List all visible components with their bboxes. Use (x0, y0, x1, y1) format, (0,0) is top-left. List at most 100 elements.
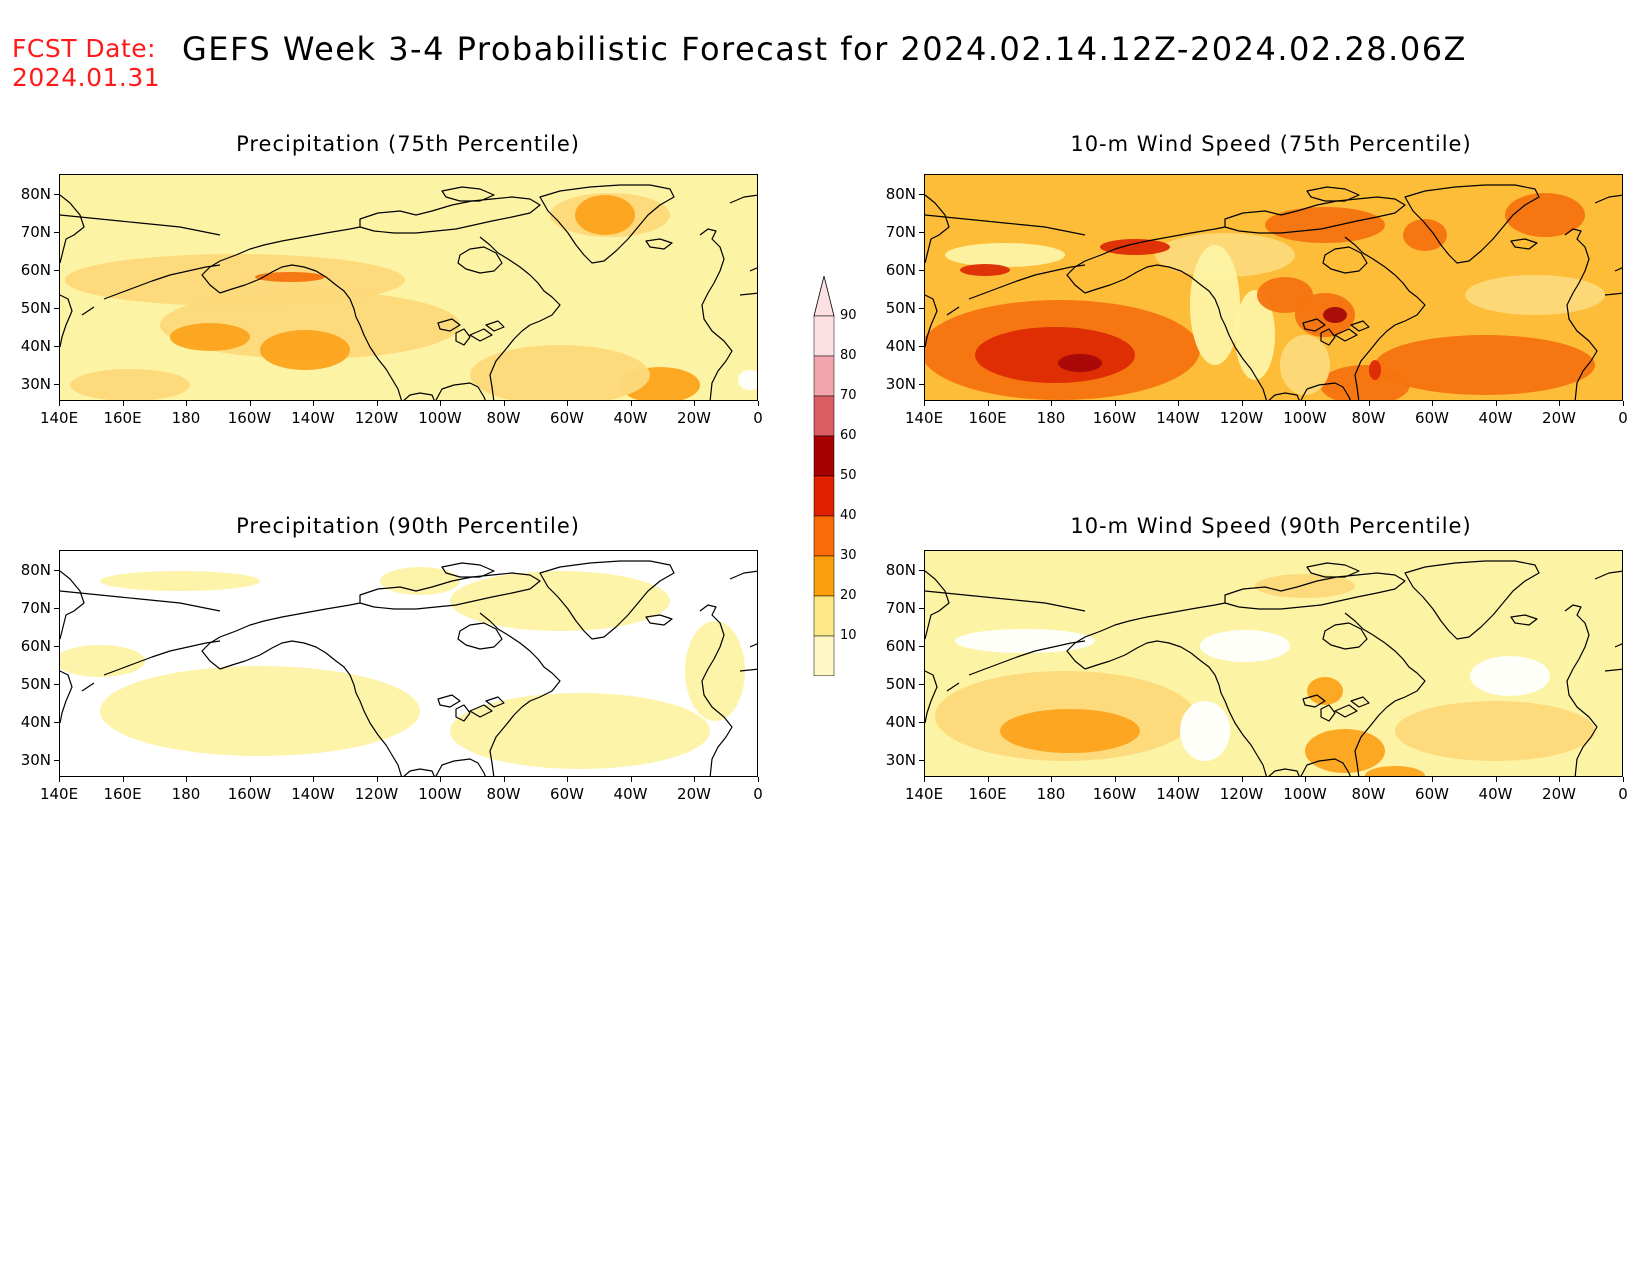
coastline (925, 214, 1086, 236)
lon-tick (1623, 777, 1624, 782)
lat-label: 70N (20, 223, 51, 241)
colorbar-label: 50 (840, 468, 857, 483)
map-precip-90 (59, 550, 758, 777)
lon-tick (694, 401, 695, 406)
map-precip-90-canvas (60, 551, 757, 776)
lon-label: 80W (486, 409, 521, 427)
lon-tick (1178, 777, 1179, 782)
lake-outline (1350, 320, 1370, 332)
coastline (645, 238, 673, 250)
lon-label: 40W (1478, 409, 1513, 427)
lake-outline (1302, 318, 1326, 332)
field-layer (60, 175, 757, 400)
lat-label: 40N (20, 337, 51, 355)
lake-outline (1320, 328, 1336, 346)
lon-tick (630, 401, 632, 406)
lat-tick (54, 760, 59, 761)
lat-tick (919, 646, 924, 647)
lake-outline (469, 704, 493, 718)
lat-label: 80N (20, 185, 51, 203)
probability-contour (945, 243, 1065, 267)
coastline (699, 228, 733, 400)
lat-label: 50N (20, 675, 51, 693)
colorbar-swatch (813, 355, 835, 397)
lon-label: 100W (418, 785, 462, 803)
lat-tick (919, 194, 924, 195)
map-wind-75 (924, 174, 1623, 401)
lake-outline (485, 320, 505, 332)
coastline (539, 184, 675, 264)
lake-outline (485, 696, 505, 708)
probability-contour (450, 571, 670, 631)
coastline (479, 236, 561, 400)
lon-label: 160W (1092, 785, 1137, 803)
coastline (925, 670, 938, 724)
forecast-date-block: FCST Date: 2024.01.31 (12, 34, 160, 92)
lat-label: 70N (885, 223, 916, 241)
probability-contour (450, 693, 710, 769)
lon-label: 40W (1478, 785, 1513, 803)
lake-outline (469, 328, 493, 342)
coastline (60, 214, 221, 236)
coastline (1084, 640, 1268, 776)
coastline (1564, 604, 1598, 776)
field-layer (925, 551, 1622, 776)
lon-tick (186, 777, 187, 782)
lake-outline (1320, 704, 1336, 722)
lake-outline (455, 704, 471, 722)
forecast-date-value: 2024.01.31 (12, 63, 161, 92)
probability-contour (255, 272, 325, 282)
lon-tick (1623, 401, 1624, 406)
coastline (925, 570, 950, 640)
lon-label: 0 (753, 785, 763, 803)
lon-tick (186, 401, 187, 406)
lon-tick (1559, 777, 1560, 782)
lon-tick (1051, 777, 1052, 782)
lon-label: 60W (550, 785, 584, 803)
lat-label: 60N (20, 261, 51, 279)
coastline (103, 264, 221, 300)
lat-tick (919, 384, 924, 385)
lon-label: 120W (1219, 785, 1264, 803)
lon-label: 180 (1036, 785, 1066, 803)
probability-contour (100, 666, 420, 756)
coastline (1306, 186, 1360, 202)
probability-contour (1505, 193, 1585, 237)
probability-contour (380, 567, 460, 595)
probability-contour (100, 571, 260, 591)
lon-tick (59, 401, 60, 406)
coastline (749, 267, 757, 272)
lon-tick (1559, 401, 1560, 406)
lat-label: 30N (885, 375, 916, 393)
coastline-layer (925, 560, 1622, 776)
lon-label: 160W (1092, 409, 1137, 427)
lat-tick (54, 270, 59, 271)
colorbar-label: 80 (840, 348, 857, 363)
panel-title-wind-90: 10-m Wind Speed (90th Percentile) (1070, 514, 1472, 538)
lake-outline (437, 318, 461, 332)
coastline (403, 392, 435, 400)
lat-label: 60N (20, 637, 51, 655)
lat-label: 60N (885, 637, 916, 655)
probability-contour (960, 264, 1010, 276)
coastline (645, 614, 673, 626)
probability-contour (955, 629, 1095, 653)
lon-tick (987, 401, 989, 406)
lon-label: 160W (227, 409, 272, 427)
lon-label: 140W (291, 785, 335, 803)
coastline (1344, 612, 1426, 776)
coastline (219, 640, 403, 776)
probability-contour (60, 645, 145, 677)
coastline (946, 306, 960, 316)
lon-tick (758, 777, 759, 782)
map-precip-75 (59, 174, 758, 401)
coastline-layer (925, 184, 1622, 400)
coastline (699, 604, 733, 776)
colorbar-label: 90 (840, 308, 857, 323)
lon-tick (313, 777, 314, 782)
coastline (60, 294, 73, 348)
lat-tick (919, 760, 924, 761)
lon-tick (376, 777, 378, 782)
coastline (81, 682, 95, 692)
lat-label: 70N (885, 599, 916, 617)
